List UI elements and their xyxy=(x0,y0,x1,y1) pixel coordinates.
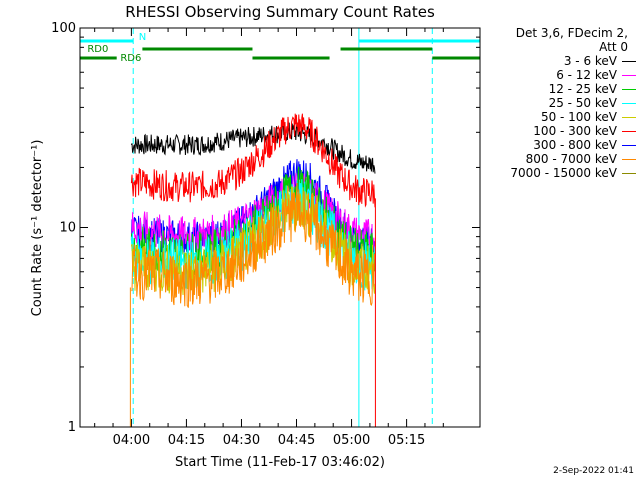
legend-swatch xyxy=(622,130,636,132)
legend-label: 12 - 25 keV xyxy=(548,82,617,96)
legend-header-line-1: Det 3,6, FDecim 2, xyxy=(515,26,628,40)
legend-swatch xyxy=(622,158,636,160)
series-line xyxy=(130,122,376,174)
footer-date: 2-Sep-2022 01:41 xyxy=(553,466,634,476)
legend-swatch xyxy=(622,116,636,118)
chart-title: RHESSI Observing Summary Count Rates xyxy=(125,3,435,21)
legend-label: 50 - 100 keV xyxy=(540,110,617,124)
series-line xyxy=(130,159,376,259)
legend-item: 100 - 300 keV xyxy=(492,124,638,138)
legend-item: 800 - 7000 keV xyxy=(492,152,638,166)
legend-item: 50 - 100 keV xyxy=(492,110,638,124)
legend-swatch xyxy=(622,74,636,76)
y-axis-label: Count Rate (s⁻¹ detector⁻¹) xyxy=(30,140,45,317)
legend-label: 25 - 50 keV xyxy=(548,96,617,110)
x-tick-label: 04:00 xyxy=(113,433,150,448)
legend-header-line-2: Att 0 xyxy=(599,40,628,54)
legend-label: 100 - 300 keV xyxy=(533,124,617,138)
legend-swatch xyxy=(622,172,636,174)
plot-frame xyxy=(79,27,481,428)
legend-swatch xyxy=(622,88,636,90)
x-tick-label: 04:45 xyxy=(278,433,315,448)
x-tick-label: 05:15 xyxy=(388,433,425,448)
x-axis-label: Start Time (11-Feb-17 03:46:02) xyxy=(175,455,385,470)
legend-label: 800 - 7000 keV xyxy=(525,152,617,166)
legend-label: 300 - 800 keV xyxy=(533,138,617,152)
legend-label: 7000 - 15000 keV xyxy=(510,166,617,180)
legend-item: 25 - 50 keV xyxy=(492,96,638,110)
legend-item: 7000 - 15000 keV xyxy=(492,166,638,180)
legend-item: 6 - 12 keV xyxy=(492,68,638,82)
legend-item: 12 - 25 keV xyxy=(492,82,638,96)
x-tick-label: 05:00 xyxy=(333,433,370,448)
y-tick-label: 100 xyxy=(51,21,76,36)
legend-swatch xyxy=(622,144,636,146)
legend: Det 3,6, FDecim 2, Att 0 3 - 6 keV 6 - 12… xyxy=(492,26,638,180)
y-tick-label: 1 xyxy=(68,420,76,435)
legend-label: 6 - 12 keV xyxy=(556,68,617,82)
legend-swatch xyxy=(622,102,636,104)
legend-item: 300 - 800 keV xyxy=(492,138,638,152)
flag-label: N xyxy=(139,32,146,43)
legend-swatch xyxy=(622,60,636,62)
flag-label: RD0 xyxy=(87,44,108,55)
legend-item: 3 - 6 keV xyxy=(492,54,638,68)
y-tick-label: 10 xyxy=(59,221,76,236)
x-tick-label: 04:30 xyxy=(223,433,260,448)
x-tick-label: 04:15 xyxy=(168,433,205,448)
series-line xyxy=(131,182,376,308)
flag-label: RD6 xyxy=(120,53,141,64)
legend-label: 3 - 6 keV xyxy=(563,54,617,68)
series-line xyxy=(130,113,376,208)
